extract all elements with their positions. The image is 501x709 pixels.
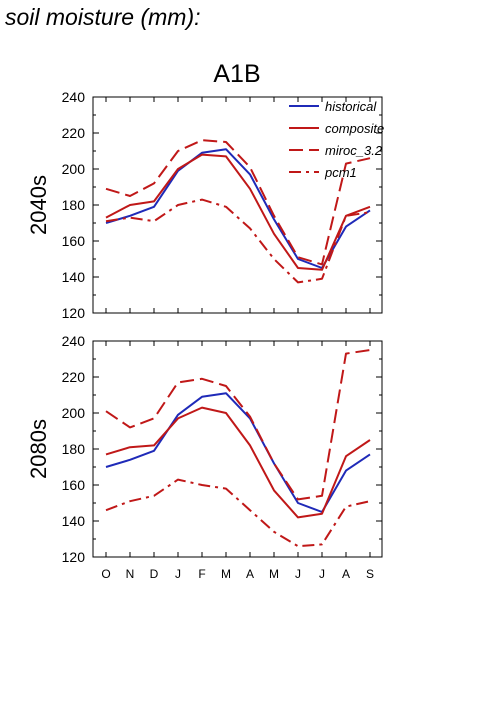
y-tick-label: 120 [62,305,86,321]
plot-frame [92,340,383,558]
panel-2040s: 120 140 160 180 200 220 240 2040s [26,89,383,321]
y-tick-label: 120 [62,549,86,565]
x-tick-label: S [366,567,374,581]
legend: historical composite miroc_3.2 pcm1 [289,99,384,180]
x-tick-label: A [342,567,350,581]
x-tick-label: M [221,567,231,581]
y-tick-label: 160 [62,477,86,493]
x-tick-label: F [198,567,205,581]
series-line-pcm1 [105,198,371,284]
legend-label: pcm1 [324,165,357,180]
y-tick-label: 140 [62,269,86,285]
panel-ylabel: 2080s [26,419,51,479]
legend-label: historical [325,99,377,114]
series-line-composite [105,406,371,519]
y-tick-label: 160 [62,233,86,249]
x-tick-label: O [101,567,110,581]
x-tick-label: N [126,567,135,581]
panel-ylabel: 2040s [26,175,51,235]
x-tick-label: A [246,567,254,581]
y-tick-label: 240 [62,89,86,105]
x-tick-label: D [150,567,159,581]
chart-title: A1B [213,60,260,88]
y-tick-label: 200 [62,405,86,421]
x-tick-label: M [269,567,279,581]
panel-2080s: 120 140 160 180 200 220 240 2080s [26,333,383,565]
y-tick-label: 200 [62,161,86,177]
legend-label: miroc_3.2 [325,143,383,158]
series-line-composite [105,153,371,271]
x-tick-label: J [295,567,301,581]
series-line-miroc_3.2 [105,349,371,501]
y-tick-label: 180 [62,197,86,213]
y-tick-label: 140 [62,513,86,529]
x-tick-label: J [175,567,181,581]
series-line-pcm1 [105,478,371,548]
x-tick-label: J [319,567,325,581]
series-line-miroc_3.2 [105,139,371,266]
page-heading: soil moisture (mm): [5,4,201,30]
y-tick-label: 240 [62,333,86,349]
y-tick-label: 220 [62,369,86,385]
y-tick-label: 180 [62,441,86,457]
legend-label: composite [325,121,384,136]
y-tick-label: 220 [62,125,86,141]
